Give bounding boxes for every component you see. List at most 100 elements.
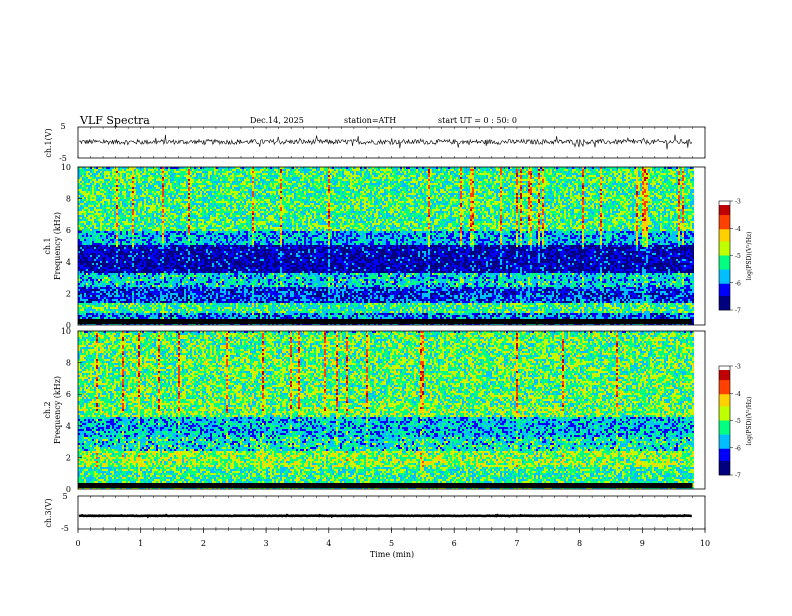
p2-image-cell xyxy=(108,191,110,193)
p2-image-cell xyxy=(124,213,126,215)
p2-image-cell xyxy=(100,219,102,221)
p2-image-cell xyxy=(116,179,118,181)
p2-image-cell xyxy=(86,245,88,247)
p2-image-cell xyxy=(96,225,98,227)
p2-image-cell xyxy=(96,283,98,285)
p2-image-cell xyxy=(106,285,108,287)
p2-image-cell xyxy=(136,313,138,315)
p2-image-cell xyxy=(90,189,92,191)
p2-image-cell xyxy=(104,271,106,273)
p2-image-cell xyxy=(94,281,96,283)
p2-image-cell xyxy=(88,251,90,253)
p2-image-cell xyxy=(110,301,112,303)
p2-image-cell xyxy=(92,191,94,193)
p2-image-cell xyxy=(96,233,98,235)
p2-image-cell xyxy=(126,289,128,291)
p2-image-cell xyxy=(132,317,134,319)
p2-image-cell xyxy=(142,197,144,199)
p2-image-cell xyxy=(126,277,128,279)
p2-image-cell xyxy=(100,245,102,247)
p2-image-cell xyxy=(106,297,108,299)
p2-image-cell xyxy=(130,307,132,309)
p2-image-cell xyxy=(138,303,140,305)
p2-image-cell xyxy=(112,229,114,231)
p2-image-cell xyxy=(100,175,102,177)
p2-image-cell xyxy=(116,215,118,217)
p2-image-cell xyxy=(134,179,136,181)
p2-image-cell xyxy=(98,277,100,279)
p2-image-cell xyxy=(136,195,138,197)
p2-image-cell xyxy=(100,259,102,261)
p2-image-cell xyxy=(138,273,140,275)
p2-image-cell xyxy=(138,185,140,187)
p2-image-cell xyxy=(120,315,122,317)
p2-image-cell xyxy=(122,235,124,237)
p2-image-cell xyxy=(106,309,108,311)
p2-image-cell xyxy=(124,305,126,307)
p2-image-cell xyxy=(106,269,108,271)
p2-image-cell xyxy=(104,283,106,285)
p2-image-cell xyxy=(92,279,94,281)
p2-image-cell xyxy=(130,255,132,257)
p2-image-cell xyxy=(96,197,98,199)
p2-image-cell xyxy=(90,277,92,279)
p2-image-cell xyxy=(80,201,82,203)
p2-image-cell xyxy=(106,173,108,175)
p2-image-cell xyxy=(116,169,118,171)
p2-image-cell xyxy=(96,181,98,183)
p2-image-cell xyxy=(102,299,104,301)
p2-image-cell xyxy=(134,177,136,179)
p2-image-cell xyxy=(136,197,138,199)
p2-image-cell xyxy=(98,251,100,253)
p2-image-cell xyxy=(82,211,84,213)
p2-image-cell xyxy=(98,267,100,269)
p2-image-cell xyxy=(118,275,120,277)
p2-image-cell xyxy=(118,189,120,191)
p2-image-cell xyxy=(100,179,102,181)
p2-image-cell xyxy=(126,229,128,231)
p2-image-cell xyxy=(118,305,120,307)
p2-image-cell xyxy=(128,201,130,203)
p2-image-cell xyxy=(104,219,106,221)
p2-image-cell xyxy=(106,261,108,263)
p2-image-cell xyxy=(80,271,82,273)
p2-image-cell xyxy=(84,285,86,287)
p2-image-cell xyxy=(102,277,104,279)
p2-image-cell xyxy=(108,213,110,215)
p2-image-cell xyxy=(136,303,138,305)
p2-image-cell xyxy=(132,271,134,273)
p2-image-cell xyxy=(104,227,106,229)
p2-image-cell xyxy=(94,249,96,251)
p2-image-cell xyxy=(102,293,104,295)
p2-image-cell xyxy=(106,245,108,247)
p2-image-cell xyxy=(90,267,92,269)
p2-image-cell xyxy=(100,303,102,305)
p2-image-cell xyxy=(110,285,112,287)
p2-image-cell xyxy=(118,205,120,207)
p2-image-cell xyxy=(112,263,114,265)
p2-image-cell xyxy=(140,197,142,199)
p2-image-cell xyxy=(94,231,96,233)
p2-image-cell xyxy=(136,237,138,239)
p2-image-cell xyxy=(96,193,98,195)
p2-image-cell xyxy=(140,281,142,283)
p2-image-cell xyxy=(136,233,138,235)
p2-image-cell xyxy=(84,311,86,313)
p2-image-cell xyxy=(88,303,90,305)
p2-image-cell xyxy=(98,281,100,283)
p2-image-cell xyxy=(108,249,110,251)
p2-image-cell xyxy=(136,317,138,319)
p2-image-cell xyxy=(134,251,136,253)
p2-image-cell xyxy=(138,203,140,205)
p2-image-cell xyxy=(106,277,108,279)
p2-image-cell xyxy=(84,293,86,295)
p2-image-cell xyxy=(108,281,110,283)
p2-image-cell xyxy=(88,299,90,301)
p2-image-cell xyxy=(88,313,90,315)
p2-image-cell xyxy=(90,263,92,265)
p2-image-cell xyxy=(118,315,120,317)
p2-image-cell xyxy=(84,191,86,193)
p2-image-cell xyxy=(94,311,96,313)
p2-image-cell xyxy=(140,239,142,241)
p2-image-cell xyxy=(118,277,120,279)
